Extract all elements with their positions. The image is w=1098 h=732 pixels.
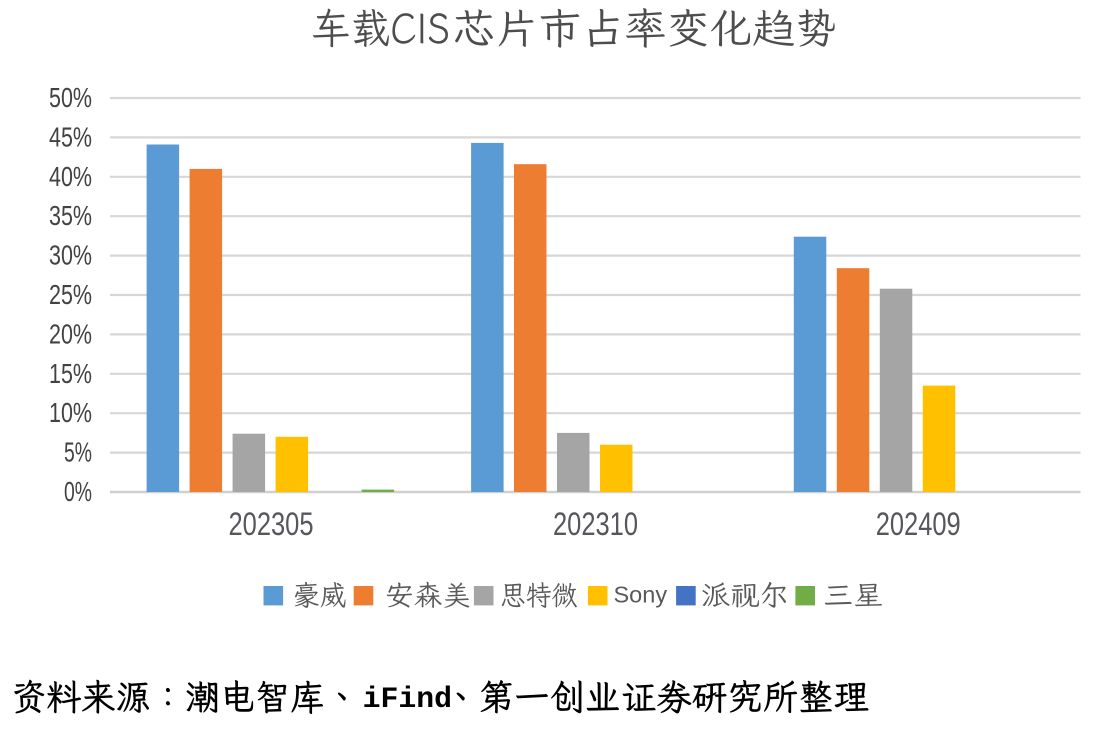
svg-text:50%: 50%	[49, 82, 92, 113]
svg-text:10%: 10%	[49, 397, 92, 428]
svg-text:40%: 40%	[49, 161, 92, 192]
svg-text:35%: 35%	[49, 200, 92, 231]
svg-text:30%: 30%	[49, 240, 92, 271]
svg-text:202409: 202409	[876, 506, 961, 542]
svg-text:iFind: iFind	[363, 682, 452, 716]
svg-text:20%: 20%	[49, 318, 92, 349]
svg-text:45%: 45%	[49, 121, 92, 152]
svg-text:0%: 0%	[64, 476, 92, 507]
svg-text:5%: 5%	[64, 437, 92, 468]
svg-text:202305: 202305	[229, 506, 314, 542]
svg-text:202310: 202310	[553, 506, 638, 542]
svg-text:Sony: Sony	[614, 582, 668, 608]
svg-text:25%: 25%	[49, 279, 92, 310]
svg-text:15%: 15%	[49, 358, 92, 389]
